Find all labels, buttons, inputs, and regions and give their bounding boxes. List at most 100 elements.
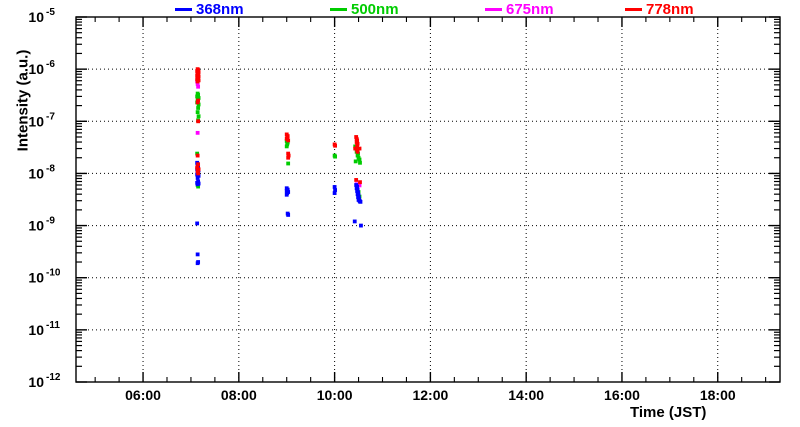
y-tick-label: 10 xyxy=(28,218,44,234)
data-point xyxy=(196,171,201,176)
data-point xyxy=(196,114,201,119)
data-point xyxy=(195,176,200,180)
y-tick-label: 10 xyxy=(28,374,44,390)
y-tick-label: 10 xyxy=(28,61,44,77)
data-point xyxy=(195,130,200,135)
legend: 368nm 500nm 675nm 778nm xyxy=(0,0,800,18)
data-point xyxy=(353,146,358,151)
x-axis-title: Time (JST) xyxy=(630,404,707,421)
data-point xyxy=(332,191,337,195)
y-tick-label-exponent: -12 xyxy=(46,372,61,383)
y-tick-label-exponent: -10 xyxy=(46,268,61,279)
data-point xyxy=(286,151,291,156)
x-tick-label: 14:00 xyxy=(508,387,544,403)
legend-swatch-675nm xyxy=(485,7,502,11)
legend-label-500nm: 500nm xyxy=(351,0,399,18)
y-tick-label-exponent: -11 xyxy=(46,320,60,331)
data-points xyxy=(195,67,363,266)
data-point xyxy=(285,142,290,147)
x-tick-label: 06:00 xyxy=(125,387,161,403)
data-point xyxy=(332,185,337,189)
data-point xyxy=(195,79,200,84)
x-axis-ticks xyxy=(94,17,767,382)
data-point xyxy=(195,100,200,105)
y-tick-label: 10 xyxy=(28,9,44,25)
legend-swatch-778nm xyxy=(625,7,642,11)
series-778nm xyxy=(195,67,362,185)
y-tick-label-exponent: -9 xyxy=(46,216,55,227)
data-point xyxy=(358,160,362,165)
legend-item-368nm[interactable]: 368nm xyxy=(175,0,244,18)
data-point xyxy=(357,157,362,162)
data-point xyxy=(357,183,362,188)
legend-swatch-500nm xyxy=(330,7,347,11)
legend-item-675nm[interactable]: 675nm xyxy=(485,0,554,18)
plot-frame xyxy=(75,16,781,383)
data-point xyxy=(195,221,200,226)
data-point xyxy=(355,153,360,158)
x-tick-label: 12:00 xyxy=(412,387,448,403)
data-point xyxy=(333,154,337,159)
data-point xyxy=(355,143,360,148)
y-axis-ticks xyxy=(76,16,780,383)
data-point xyxy=(195,110,200,114)
data-point xyxy=(352,219,357,224)
data-point xyxy=(196,119,201,124)
data-point xyxy=(286,155,291,160)
data-point xyxy=(196,167,201,172)
y-tick-label: 10 xyxy=(28,113,44,129)
data-point xyxy=(195,153,200,158)
legend-swatch-368nm xyxy=(175,7,192,11)
legend-label-778nm: 778nm xyxy=(646,0,694,18)
grid-lines xyxy=(76,17,780,382)
data-point xyxy=(195,252,200,257)
x-tick-label: 16:00 xyxy=(604,387,640,403)
legend-label-368nm: 368nm xyxy=(196,0,244,18)
data-point xyxy=(286,213,291,217)
data-point xyxy=(196,162,201,167)
data-point xyxy=(359,223,363,228)
legend-item-500nm[interactable]: 500nm xyxy=(330,0,399,18)
x-tick-label: 08:00 xyxy=(221,387,257,403)
data-point xyxy=(196,102,201,107)
data-point xyxy=(286,138,291,143)
data-point xyxy=(284,144,289,149)
data-point xyxy=(357,146,362,151)
legend-label-675nm: 675nm xyxy=(506,0,554,18)
data-point xyxy=(333,143,337,148)
data-point xyxy=(354,178,359,182)
data-point xyxy=(195,182,200,187)
y-tick-label-exponent: -7 xyxy=(46,111,55,122)
x-axis-tick-labels: 06:00 08:00 10:00 12:00 14:00 16:00 18:00 xyxy=(125,387,736,403)
data-point xyxy=(355,149,360,154)
x-tick-label: 18:00 xyxy=(700,387,736,403)
y-tick-label: 10 xyxy=(28,270,44,286)
data-point xyxy=(196,173,201,178)
y-tick-label: 10 xyxy=(28,165,44,181)
data-point xyxy=(284,192,289,197)
data-point xyxy=(355,141,360,146)
data-point xyxy=(353,159,358,164)
data-point xyxy=(195,151,200,156)
data-point xyxy=(196,184,201,189)
y-tick-label-exponent: -5 xyxy=(46,7,55,18)
y-axis-title: Intensity (a.u.) xyxy=(14,49,32,152)
data-point xyxy=(286,161,291,166)
data-point xyxy=(358,199,363,204)
data-point xyxy=(286,153,291,158)
data-point xyxy=(333,188,337,192)
data-point xyxy=(358,180,362,185)
y-tick-label-exponent: -6 xyxy=(46,59,55,70)
series-675nm xyxy=(195,75,362,188)
data-point xyxy=(196,84,201,89)
data-point xyxy=(353,144,358,149)
data-point xyxy=(195,261,200,266)
series-368nm xyxy=(195,160,363,266)
data-point xyxy=(196,106,201,110)
legend-item-778nm[interactable]: 778nm xyxy=(625,0,694,18)
x-tick-label: 10:00 xyxy=(317,387,353,403)
data-point xyxy=(195,82,200,86)
data-point xyxy=(195,169,200,174)
